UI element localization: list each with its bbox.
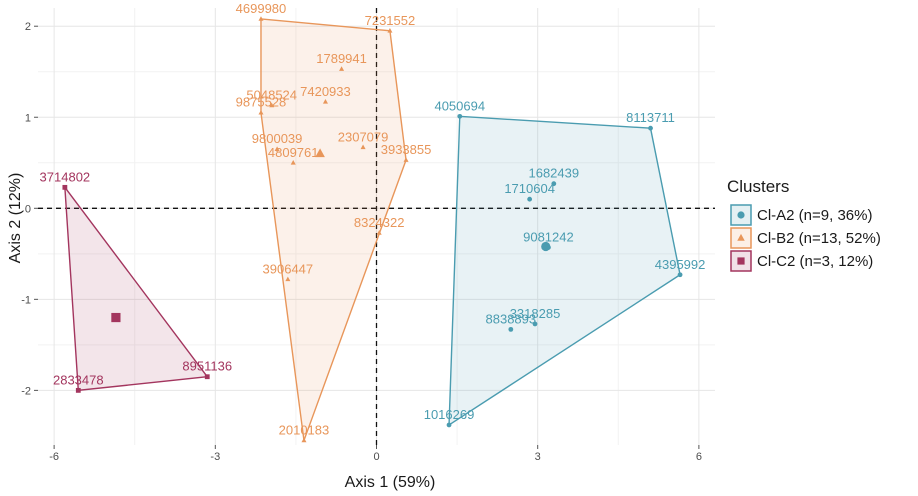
data-point	[446, 422, 452, 428]
x-tick-label: 6	[696, 451, 702, 463]
cluster-hull-3	[64, 185, 209, 392]
centroid-marker	[111, 312, 121, 323]
legend-marker	[737, 257, 745, 265]
y-tick-label: 2	[25, 21, 31, 33]
point-label: 1789941	[316, 51, 367, 66]
point-label: 7420933	[300, 84, 351, 99]
legend-label: Cl-B2 (n=13, 52%)	[757, 230, 881, 247]
data-points	[62, 16, 683, 443]
data-point	[508, 326, 514, 332]
point-label: 7231552	[365, 13, 416, 28]
data-point	[290, 160, 296, 165]
data-point	[339, 66, 345, 71]
data-point	[360, 144, 366, 150]
data-point	[551, 181, 557, 187]
data-point	[258, 16, 264, 21]
data-point	[301, 437, 307, 443]
data-point	[457, 113, 463, 119]
data-point	[204, 374, 210, 380]
point-label: 4699980	[236, 1, 287, 16]
point-label: 1016269	[424, 407, 475, 422]
x-tick-label: -3	[210, 451, 220, 463]
legend-label: Cl-A2 (n=9, 36%)	[757, 207, 872, 224]
data-point	[269, 102, 275, 108]
legend-item: Cl-B2 (n=13, 52%)	[730, 227, 881, 249]
data-point	[403, 157, 409, 162]
data-point	[532, 321, 538, 327]
cluster-hull-2	[260, 18, 407, 441]
point-label: 8113711	[626, 110, 675, 125]
point-label: 9081242	[523, 229, 574, 244]
data-point	[527, 196, 533, 202]
data-point	[274, 146, 280, 151]
point-label: 2010183	[279, 422, 330, 437]
point-label: 4050694	[434, 98, 485, 113]
legend-marker	[737, 233, 745, 241]
point-label: 1710604	[504, 181, 555, 196]
data-point	[75, 387, 81, 393]
data-point	[376, 230, 382, 235]
point-label: 8951136	[182, 359, 232, 374]
point-label: 4809761	[268, 145, 319, 160]
y-tick-label: 1	[25, 112, 31, 124]
point-label: 3906447	[263, 261, 314, 276]
data-point	[677, 272, 683, 278]
point-label: 3714802	[40, 169, 91, 184]
data-point	[62, 184, 68, 190]
x-tick-label: 3	[535, 451, 541, 463]
point-label: 3933855	[381, 142, 432, 157]
point-label: 9800039	[252, 131, 303, 146]
point-label: 3318285	[510, 306, 561, 321]
data-point	[285, 276, 291, 282]
point-label: 2307079	[338, 129, 389, 144]
x-tick-label: -6	[49, 451, 59, 463]
y-tick-label: -2	[21, 385, 31, 397]
data-point	[648, 125, 653, 131]
cluster-hull-1	[448, 115, 681, 427]
point-label: 8838893	[486, 311, 537, 326]
point-label: 1682439	[528, 166, 579, 181]
legend-marker	[737, 211, 745, 219]
data-point	[387, 28, 393, 33]
y-tick-label: 0	[25, 203, 31, 215]
point-label: 5048524	[246, 87, 297, 102]
point-label: 8324322	[354, 215, 405, 230]
legend-item: Cl-C2 (n=3, 12%)	[730, 250, 873, 272]
legend-label: Cl-C2 (n=3, 12%)	[757, 253, 873, 270]
point-label: 4395992	[655, 257, 706, 272]
y-tick-label: -1	[21, 294, 31, 306]
legend-items: Cl-A2 (n=9, 36%) Cl-B2 (n=13, 52%) Cl-C2 (…	[730, 204, 881, 272]
point-label: 9875528	[236, 95, 287, 110]
y-axis-title: Axis 2 (12%)	[7, 173, 24, 264]
legend-title: Clusters	[727, 177, 789, 196]
x-tick-label: 0	[373, 451, 379, 463]
data-point	[322, 99, 328, 104]
centroid-marker	[315, 148, 325, 158]
data-point	[258, 109, 264, 115]
centroid-marker	[541, 241, 551, 252]
legend-item: Cl-A2 (n=9, 36%)	[730, 204, 872, 226]
x-axis-title: Axis 1 (59%)	[345, 474, 436, 491]
axis-ticks: -6 -3 0 3 6 -2 -1 0 1 2	[21, 21, 702, 463]
point-label: 2833478	[53, 372, 104, 387]
cluster-hulls	[64, 18, 681, 441]
reference-lines	[38, 8, 715, 445]
legend: Clusters Cl-A2 (n=9, 36%) Cl-B2 (n=13, 52…	[727, 177, 881, 272]
